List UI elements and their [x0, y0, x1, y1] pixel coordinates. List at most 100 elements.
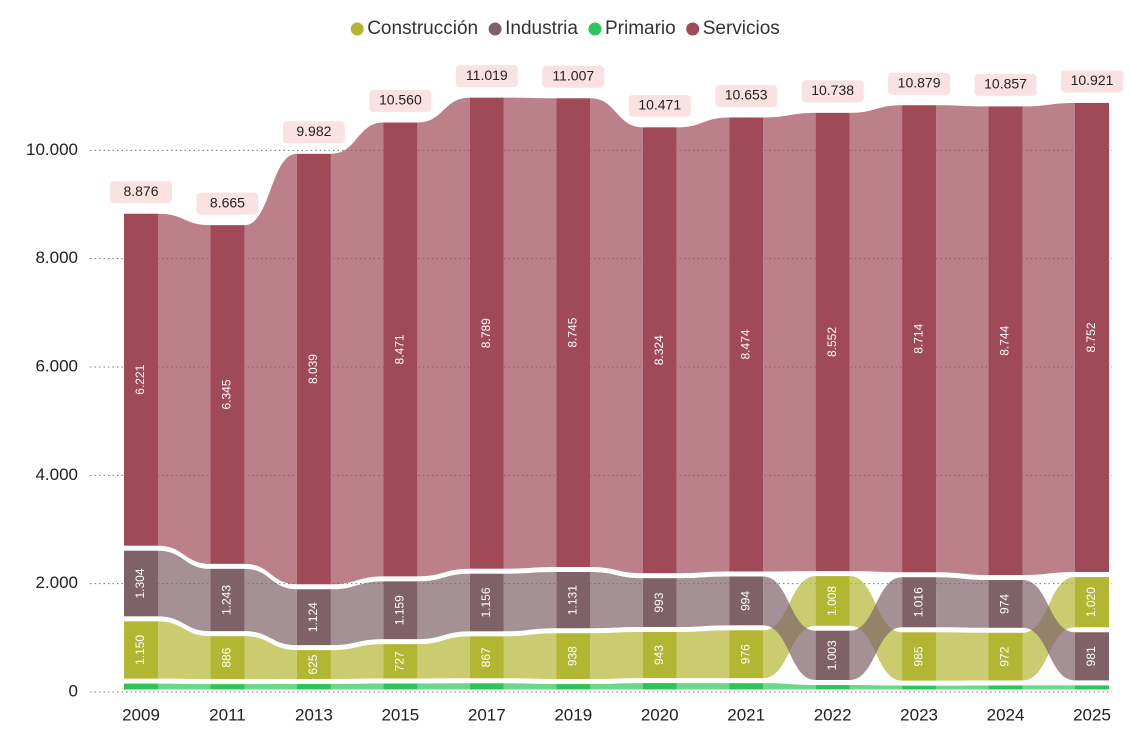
legend-label: Primario — [605, 18, 676, 39]
x-tick-label: 2011 — [209, 705, 246, 724]
bar-segment — [383, 644, 418, 679]
legend-swatch — [350, 22, 364, 36]
bar-segment — [729, 576, 764, 626]
ribbon — [849, 105, 903, 573]
ribbon — [590, 631, 643, 680]
total-label-box — [369, 90, 432, 112]
ribbon — [676, 117, 730, 574]
bar-segment — [815, 112, 850, 572]
x-tick-label: 2013 — [295, 705, 333, 724]
ribbons — [158, 97, 1075, 690]
bar-segment — [383, 581, 418, 640]
total-label: 10.471 — [638, 97, 681, 113]
bar-segment — [124, 621, 158, 679]
bar-segment — [1075, 685, 1109, 690]
bar-segment — [469, 573, 504, 632]
x-tick-label: 2021 — [727, 705, 765, 724]
total-label: 11.019 — [466, 67, 508, 83]
data-label: 8.714 — [911, 323, 925, 353]
ribbon — [244, 568, 297, 646]
y-tick-label: 0 — [69, 681, 78, 700]
total-label: 9.982 — [296, 123, 331, 139]
legend-swatch — [588, 22, 602, 36]
bar-segment — [1075, 632, 1109, 681]
total-label-box — [888, 72, 951, 95]
data-label: 938 — [565, 646, 579, 666]
ribbon — [1022, 685, 1075, 690]
y-tick-label: 2.000 — [35, 573, 78, 592]
ribbon — [158, 550, 211, 632]
total-label-box — [974, 73, 1037, 96]
bar-segment — [556, 684, 591, 690]
bar-segment — [296, 589, 331, 646]
bar-segment — [469, 683, 504, 690]
ribbon — [330, 683, 384, 690]
data-label: 727 — [393, 651, 407, 671]
bar-segment — [642, 683, 677, 690]
bar-segment — [988, 685, 1023, 690]
bar-segment — [902, 685, 937, 690]
bar-segment — [988, 632, 1023, 681]
total-label-box — [196, 192, 259, 215]
total-label: 8.665 — [210, 194, 245, 210]
ribbon — [1022, 580, 1075, 681]
total-label-box — [715, 84, 778, 107]
total-label-box — [628, 94, 691, 117]
total-label: 8.876 — [123, 183, 158, 199]
ribbon — [936, 105, 989, 576]
ribbon — [676, 683, 730, 690]
bar-segment — [902, 577, 937, 628]
data-label: 1.008 — [825, 586, 839, 616]
data-label: 1.016 — [911, 587, 925, 617]
bar-segment — [124, 550, 158, 617]
bar-segment — [1075, 577, 1109, 628]
data-label: 1.003 — [825, 640, 839, 670]
bar-segment — [210, 568, 245, 632]
bar-segment — [556, 98, 591, 567]
ribbon — [158, 213, 211, 564]
data-label: 6.345 — [220, 379, 234, 409]
bar-segment — [815, 630, 850, 681]
data-label: 8.474 — [738, 329, 752, 359]
total-label-box — [801, 80, 864, 103]
bar-segment — [383, 122, 418, 577]
bar-segment — [642, 127, 677, 574]
data-label: 8.324 — [652, 335, 666, 365]
ribbon — [330, 581, 384, 646]
ribbon — [244, 636, 297, 680]
ribbon — [158, 683, 211, 690]
legend-label: Construcción — [367, 18, 478, 39]
data-label: 8.752 — [1084, 322, 1098, 352]
x-tick-label: 2020 — [641, 705, 679, 724]
legend-label: Industria — [505, 18, 578, 39]
bar-segment — [556, 633, 591, 680]
bar-segment — [729, 117, 764, 572]
legend-item: Industria — [488, 18, 578, 39]
data-label: 972 — [998, 646, 1012, 666]
data-label: 6.221 — [133, 364, 147, 394]
ribbon — [417, 573, 470, 640]
y-tick-label: 4.000 — [35, 465, 78, 484]
x-tick-label: 2015 — [381, 705, 419, 724]
ribbon — [503, 571, 557, 632]
bar-segment — [210, 225, 245, 564]
ribbon — [590, 571, 643, 629]
bar-segment — [815, 576, 850, 626]
data-label: 1.159 — [393, 595, 407, 625]
ribbon — [417, 683, 470, 690]
bar-segment — [642, 578, 677, 627]
ribbon — [417, 636, 470, 679]
ribbon — [849, 685, 903, 690]
data-label: 886 — [220, 647, 234, 667]
total-label: 10.921 — [1071, 72, 1114, 88]
total-label: 10.560 — [379, 92, 422, 108]
bar-segment — [988, 106, 1023, 576]
y-tick-label: 8.000 — [35, 248, 78, 267]
ribbon — [590, 98, 643, 574]
data-label: 8.789 — [479, 318, 493, 348]
legend-item: Servicios — [686, 18, 780, 39]
total-label-box — [455, 65, 518, 88]
ribbon — [158, 621, 211, 680]
bar-segment — [729, 683, 764, 690]
x-tick-label: 2023 — [900, 705, 938, 724]
